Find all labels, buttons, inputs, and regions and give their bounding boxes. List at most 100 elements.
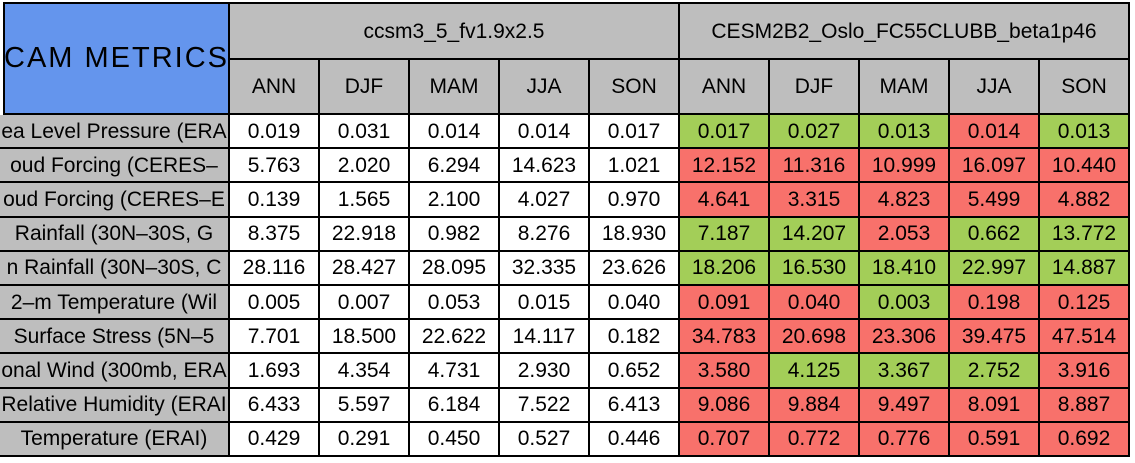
season-header-baseline-son: SON	[590, 60, 680, 115]
model-group-header-test: CESM2B2_Oslo_FC55CLUBB_beta1p46	[680, 2, 1130, 60]
metric-row-label: oud Forcing (CERES–	[0, 149, 230, 184]
baseline-metric-value: 0.291	[320, 422, 410, 457]
test-metric-value: 11.316	[770, 149, 860, 184]
baseline-metric-value: 1.693	[230, 354, 320, 389]
test-metric-value: 14.207	[770, 217, 860, 252]
test-metric-value: 22.997	[950, 251, 1040, 286]
cam-metrics-table: CAM METRICS ccsm3_5_fv1.9x2.5 CESM2B2_Os…	[0, 2, 1130, 457]
baseline-metric-value: 8.276	[500, 217, 590, 252]
test-metric-value: 3.916	[1040, 354, 1130, 389]
baseline-metric-value: 0.031	[320, 115, 410, 150]
test-metric-value: 0.772	[770, 422, 860, 457]
baseline-metric-value: 18.930	[590, 217, 680, 252]
test-metric-value: 2.053	[860, 217, 950, 252]
test-metric-value: 3.367	[860, 354, 950, 389]
metric-row-label: onal Wind (300mb, ERA	[0, 354, 230, 389]
baseline-metric-value: 0.019	[230, 115, 320, 150]
season-header-test-son: SON	[1040, 60, 1130, 115]
test-metric-value: 18.206	[680, 251, 770, 286]
baseline-metric-value: 0.450	[410, 422, 500, 457]
test-metric-value: 14.887	[1040, 251, 1130, 286]
baseline-metric-value: 32.335	[500, 251, 590, 286]
test-metric-value: 8.091	[950, 388, 1040, 423]
baseline-metric-value: 0.007	[320, 285, 410, 321]
metric-row-label: Rainfall (30N–30S, G	[0, 217, 230, 252]
test-metric-value: 12.152	[680, 149, 770, 184]
test-metric-value: 7.187	[680, 217, 770, 252]
baseline-metric-value: 5.597	[320, 388, 410, 423]
baseline-metric-value: 0.429	[230, 422, 320, 457]
baseline-metric-value: 23.626	[590, 251, 680, 286]
season-header-baseline-ann: ANN	[230, 60, 320, 115]
test-metric-value: 16.097	[950, 149, 1040, 184]
baseline-metric-value: 0.970	[590, 183, 680, 218]
test-metric-value: 0.776	[860, 422, 950, 457]
baseline-metric-value: 4.027	[500, 183, 590, 218]
baseline-metric-value: 6.413	[590, 388, 680, 423]
metric-row-label: Surface Stress (5N–5	[0, 320, 230, 355]
model-group-header-baseline: ccsm3_5_fv1.9x2.5	[230, 2, 680, 60]
baseline-metric-value: 8.375	[230, 217, 320, 252]
test-metric-value: 4.125	[770, 354, 860, 389]
table-title-cell: CAM METRICS	[0, 2, 230, 115]
metric-row-label: 2–m Temperature (Wil	[0, 285, 230, 321]
baseline-metric-value: 0.139	[230, 183, 320, 218]
baseline-metric-value: 5.763	[230, 149, 320, 184]
test-metric-value: 0.707	[680, 422, 770, 457]
baseline-metric-value: 0.005	[230, 285, 320, 321]
season-header-test-ann: ANN	[680, 60, 770, 115]
test-metric-value: 10.999	[860, 149, 950, 184]
baseline-metric-value: 0.014	[500, 115, 590, 150]
test-metric-value: 9.497	[860, 388, 950, 423]
test-metric-value: 0.040	[770, 285, 860, 321]
test-metric-value: 9.086	[680, 388, 770, 423]
table-title: CAM METRICS	[4, 42, 229, 74]
test-metric-value: 0.091	[680, 285, 770, 321]
baseline-metric-value: 14.623	[500, 149, 590, 184]
season-header-baseline-jja: JJA	[500, 60, 590, 115]
baseline-metric-value: 28.095	[410, 251, 500, 286]
test-metric-value: 39.475	[950, 320, 1040, 355]
metric-row-label: ea Level Pressure (ERA	[0, 115, 230, 150]
test-metric-value: 0.027	[770, 115, 860, 150]
baseline-metric-value: 22.622	[410, 320, 500, 355]
test-metric-value: 10.440	[1040, 149, 1130, 184]
season-header-baseline-djf: DJF	[320, 60, 410, 115]
baseline-metric-value: 0.017	[590, 115, 680, 150]
table-title-box: CAM METRICS	[3, 2, 230, 115]
test-metric-value: 16.530	[770, 251, 860, 286]
baseline-metric-value: 14.117	[500, 320, 590, 355]
baseline-metric-value: 1.565	[320, 183, 410, 218]
season-header-test-mam: MAM	[860, 60, 950, 115]
test-metric-value: 0.692	[1040, 422, 1130, 457]
test-metric-value: 4.823	[860, 183, 950, 218]
test-metric-value: 18.410	[860, 251, 950, 286]
baseline-metric-value: 2.100	[410, 183, 500, 218]
test-metric-value: 2.752	[950, 354, 1040, 389]
test-metric-value: 0.591	[950, 422, 1040, 457]
baseline-metric-value: 0.527	[500, 422, 590, 457]
baseline-metric-value: 7.701	[230, 320, 320, 355]
season-header-baseline-mam: MAM	[410, 60, 500, 115]
test-metric-value: 0.662	[950, 217, 1040, 252]
baseline-metric-value: 0.014	[410, 115, 500, 150]
baseline-metric-value: 4.731	[410, 354, 500, 389]
test-metric-value: 0.017	[680, 115, 770, 150]
baseline-metric-value: 4.354	[320, 354, 410, 389]
test-metric-value: 34.783	[680, 320, 770, 355]
test-metric-value: 0.125	[1040, 285, 1130, 321]
test-metric-value: 8.887	[1040, 388, 1130, 423]
metric-row-label: Temperature (ERAI)	[0, 422, 230, 457]
test-metric-value: 9.884	[770, 388, 860, 423]
test-metric-value: 3.315	[770, 183, 860, 218]
baseline-metric-value: 2.930	[500, 354, 590, 389]
baseline-metric-value: 0.015	[500, 285, 590, 321]
baseline-metric-value: 6.294	[410, 149, 500, 184]
baseline-metric-value: 0.040	[590, 285, 680, 321]
test-metric-value: 3.580	[680, 354, 770, 389]
baseline-metric-value: 0.053	[410, 285, 500, 321]
baseline-metric-value: 0.446	[590, 422, 680, 457]
test-metric-value: 0.003	[860, 285, 950, 321]
baseline-metric-value: 28.427	[320, 251, 410, 286]
baseline-metric-value: 6.184	[410, 388, 500, 423]
